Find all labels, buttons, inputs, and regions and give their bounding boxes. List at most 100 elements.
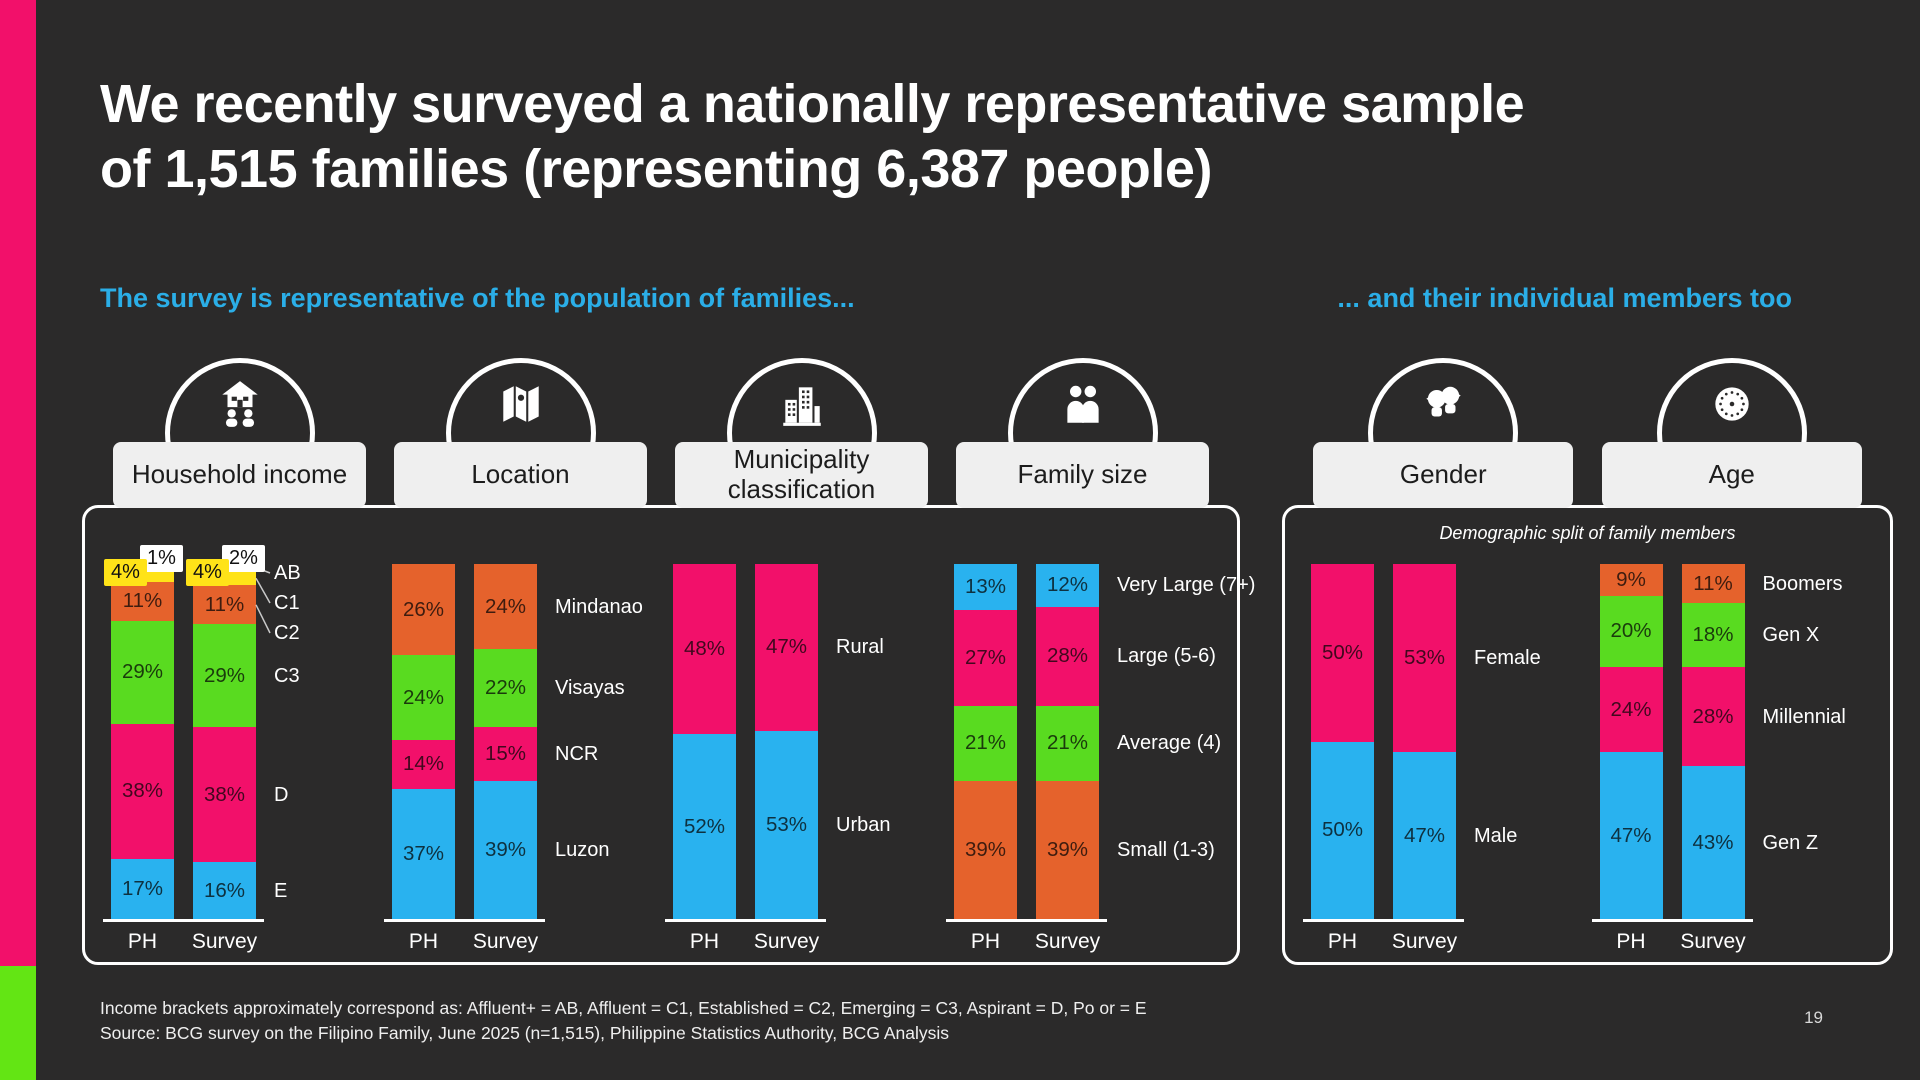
axis-baseline: PH Survey (1303, 919, 1464, 961)
bar-segment-d: 38% (193, 727, 256, 863)
bar-segment-luzon: 39% (474, 780, 537, 919)
segment-value: 28% (1046, 644, 1089, 668)
footnote-source: Source: BCG survey on the Filipino Famil… (100, 1023, 949, 1044)
bar-segment-very-large-7-: 13% (954, 564, 1017, 611)
chart-head: Municipality classification (661, 358, 942, 508)
segment-value: 38% (121, 779, 164, 803)
chip-value-c1: 4% (186, 559, 229, 586)
chart-body: 26% 24% 14% 37% 24% 22% 15% 39% PH Survey Mindanao… (380, 564, 661, 953)
bar-ph: 26% 24% 14% 37% (392, 564, 455, 920)
bar-segment-rural: 48% (673, 564, 736, 735)
segment-value: 12% (1046, 573, 1089, 597)
bar-segment-e: 17% (111, 858, 174, 919)
segment-labels: Very Large (7+) Large (5-6) Average (4) Sma… (1117, 564, 1255, 919)
axis-baseline: PH Survey (946, 919, 1107, 961)
bar-segment-small-1-3-: 39% (954, 780, 1017, 919)
accent-strip-pink (0, 0, 36, 966)
category-card: Location (394, 442, 647, 508)
category-label: Household income (131, 459, 348, 490)
footnote-brackets: Income brackets approximately correspond… (100, 998, 1147, 1018)
footnote: Income brackets approximately correspond… (100, 996, 1147, 1047)
segment-value: 39% (1046, 837, 1089, 861)
x-label-ph: PH (1616, 930, 1646, 953)
segment-label-c1: C1 (274, 592, 300, 614)
category-label: Location (471, 459, 570, 490)
segment-value: 28% (1692, 704, 1734, 728)
bars-wrap: 50% 50% 53% 47% PH Survey (1303, 564, 1464, 953)
segment-value: 50% (1321, 818, 1364, 842)
bar-segment-c3: 29% (193, 624, 256, 728)
segment-value: 43% (1692, 830, 1734, 854)
segment-value: 47% (1610, 823, 1652, 847)
bar-segment-visayas: 24% (392, 655, 455, 740)
bar-segment-large-5-6-: 28% (1036, 606, 1099, 706)
x-label-survey: Survey (191, 930, 258, 953)
x-label-survey: Survey (1680, 930, 1746, 953)
segment-value: 37% (402, 841, 445, 865)
segment-value: 13% (964, 575, 1007, 599)
subtitle-members: ... and their individual members too (1337, 283, 1792, 313)
bar-segment-average-4-: 21% (1036, 705, 1099, 781)
bar-segment-mindanao: 26% (392, 564, 455, 656)
page-number: 19 (1804, 1008, 1823, 1027)
segment-label-e: E (274, 879, 288, 902)
axis-baseline: PH Survey (384, 919, 545, 961)
segment-value: 39% (964, 837, 1007, 861)
segment-label-very-large-7-: Very Large (7+) (1117, 574, 1256, 597)
x-label-survey: Survey (1034, 930, 1101, 953)
bar-segment-visayas: 22% (474, 649, 537, 728)
x-label-ph: PH (970, 930, 1001, 953)
bars-wrap: 26% 24% 14% 37% 24% 22% 15% 39% PH Survey (384, 564, 545, 953)
map-icon (496, 379, 546, 503)
axis-baseline: PH Survey (1591, 919, 1753, 961)
city-buildings-icon (777, 379, 827, 503)
segment-value: 21% (1046, 731, 1089, 755)
category-card: Municipality classification (675, 442, 928, 508)
bars-wrap: 13% 27% 21% 39% 12% 28% 21% 39% PH Survey (946, 564, 1107, 953)
chart-column-location: Location 26% 24% 14% 37% 24% 22% 15% 39% PH Survey… (380, 358, 661, 962)
chart-column-gender: Gender 50% 50% 53% 47% PH Survey Female Male (1299, 358, 1588, 962)
bar-ph: 48% 52% (673, 564, 736, 919)
chart-column-age: Age 9% 20% 24% 47% 11% 18% 28% 43% PH Survey Boomer… (1588, 358, 1877, 962)
segment-labels: Mindanao Visayas NCR Luzon (555, 564, 661, 919)
bar-segment-female: 50% (1311, 564, 1374, 742)
slide-title-line-2: of 1,515 families (representing 6,387 pe… (100, 138, 1212, 199)
segment-value: 47% (765, 635, 808, 659)
category-card: Family size (956, 442, 1209, 508)
segment-value: 47% (1403, 823, 1446, 847)
segment-value: 52% (683, 814, 726, 838)
bar-segment-ncr: 15% (474, 727, 537, 781)
chip-value-c1: 4% (104, 559, 147, 586)
bar-segment-gen-x: 18% (1681, 603, 1745, 667)
bar-segment-very-large-7-: 12% (1036, 564, 1099, 607)
segment-label-male: Male (1474, 824, 1518, 847)
bar-segment-e: 16% (193, 862, 256, 919)
bar-ph: 11% 29% 38% 17% (111, 564, 174, 919)
segment-value: 15% (484, 741, 527, 765)
segment-label-mindanao: Mindanao (555, 595, 643, 618)
bar-segment-boomers: 9% (1599, 564, 1663, 596)
bar-segment-luzon: 37% (392, 788, 455, 920)
bars-row: 50% 50% 53% 47% (1303, 564, 1464, 919)
bar-segment-rural: 47% (755, 564, 818, 731)
segment-value: 24% (1610, 697, 1652, 721)
segment-value: 21% (964, 731, 1007, 755)
panel-members: Demographic split of family members Gend… (1282, 358, 1893, 965)
x-label-survey: Survey (1391, 930, 1458, 953)
segment-label-gen-z: Gen Z (1762, 831, 1819, 854)
bar-segment-boomers: 11% (1681, 564, 1745, 604)
clock-icon (1707, 379, 1757, 503)
segment-value: 39% (484, 837, 527, 861)
chart-body: 48% 52% 47% 53% PH Survey Rural Urban (661, 564, 942, 953)
family-icon (1058, 379, 1108, 503)
segment-labels: Boomers Gen X Millennial Gen Z (1763, 564, 1877, 919)
segment-value: 29% (121, 660, 164, 684)
segment-value: 22% (484, 676, 527, 700)
segment-label-boomers: Boomers (1762, 572, 1843, 595)
segment-value: 27% (964, 646, 1007, 670)
segment-value: 16% (203, 878, 246, 902)
bar-ph: 50% 50% (1311, 564, 1374, 919)
bar-survey: 47% 53% (755, 564, 818, 919)
category-label: Municipality classification (727, 444, 876, 504)
bar-segment-millennial: 28% (1681, 666, 1745, 767)
